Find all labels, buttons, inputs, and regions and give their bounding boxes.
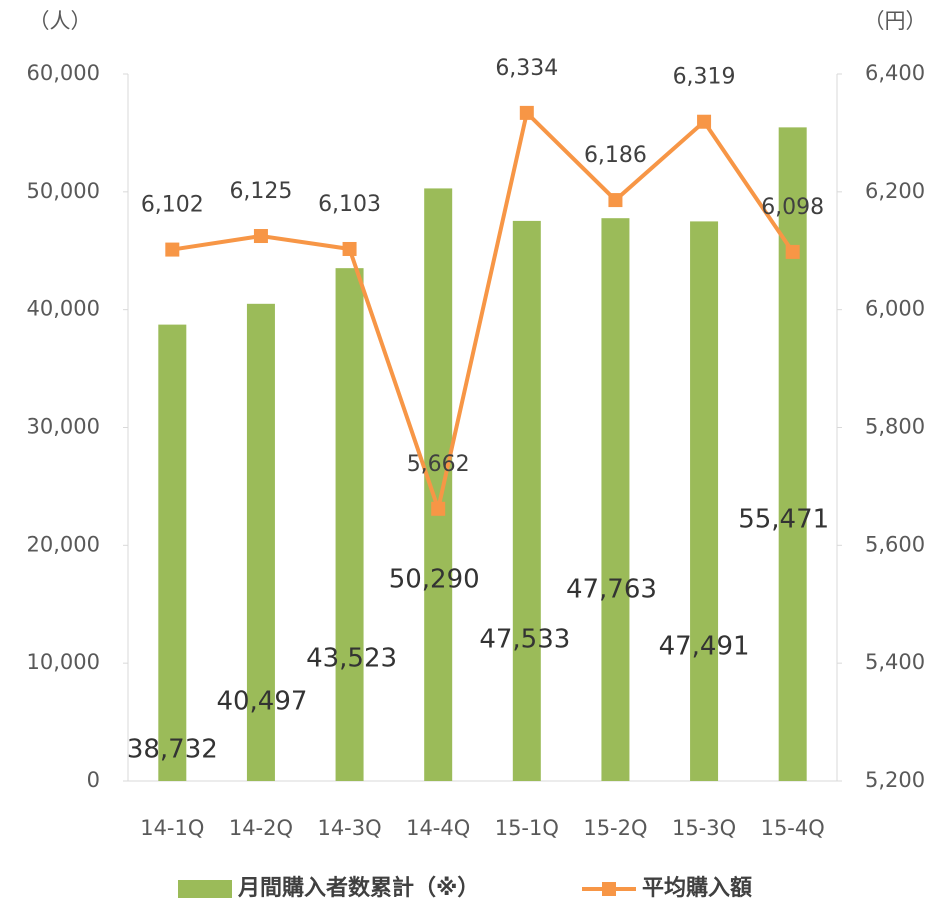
line-label: 5,662 xyxy=(407,452,470,477)
legend-label: 月間購入者数累計（※） xyxy=(237,875,479,901)
line-label: 6,334 xyxy=(495,56,558,81)
y-tick-label: 40,000 xyxy=(27,297,100,321)
bar xyxy=(158,324,187,781)
legend-swatch xyxy=(178,880,232,898)
line-label: 6,098 xyxy=(761,195,824,220)
bar-label: 50,290 xyxy=(389,565,480,595)
bar-label: 43,523 xyxy=(306,644,397,674)
bar-label: 47,491 xyxy=(659,632,750,662)
y-tick-label: 20,000 xyxy=(27,532,100,556)
bar xyxy=(778,127,807,782)
bar xyxy=(512,220,541,781)
line-marker xyxy=(697,114,712,129)
line-marker xyxy=(165,242,180,257)
bar-label: 55,471 xyxy=(738,505,829,535)
bar xyxy=(601,218,630,782)
y2-unit: （円） xyxy=(864,9,927,33)
y2-tick-label: 6,200 xyxy=(865,179,925,203)
y-unit: （人） xyxy=(29,9,92,33)
x-tick-label: 14-3Q xyxy=(317,816,381,840)
bar xyxy=(690,221,719,782)
line-label: 6,186 xyxy=(584,143,647,168)
legend-swatch xyxy=(602,882,616,896)
x-tick-label: 14-2Q xyxy=(229,816,293,840)
bar xyxy=(335,268,364,781)
y2-tick-label: 5,400 xyxy=(865,650,925,674)
y2-tick-label: 6,400 xyxy=(865,61,925,85)
line-label: 6,319 xyxy=(673,65,736,90)
line-marker xyxy=(519,105,534,120)
y-tick-label: 0 xyxy=(87,768,100,792)
x-tick-label: 15-4Q xyxy=(761,816,825,840)
line-marker xyxy=(253,229,268,244)
bar-label: 47,533 xyxy=(479,625,570,655)
legend-label: 平均購入額 xyxy=(642,875,752,901)
line-label: 6,125 xyxy=(229,179,292,204)
line-marker xyxy=(342,241,357,256)
bar-label: 47,763 xyxy=(566,575,657,605)
x-tick-label: 15-3Q xyxy=(672,816,736,840)
line-marker xyxy=(608,193,623,208)
x-tick-label: 15-1Q xyxy=(495,816,559,840)
y-tick-label: 10,000 xyxy=(27,650,100,674)
line-label: 6,103 xyxy=(318,192,381,217)
x-tick-label: 14-1Q xyxy=(140,816,204,840)
y2-tick-label: 5,200 xyxy=(865,768,925,792)
bar-label: 38,732 xyxy=(127,735,218,765)
x-tick-label: 14-4Q xyxy=(406,816,470,840)
y2-tick-label: 5,600 xyxy=(865,532,925,556)
bar xyxy=(246,303,275,781)
y2-tick-label: 6,000 xyxy=(865,297,925,321)
line-marker xyxy=(431,501,446,516)
line-label: 6,102 xyxy=(141,193,204,218)
line-marker xyxy=(785,244,800,259)
y-tick-label: 50,000 xyxy=(27,179,100,203)
y2-tick-label: 5,800 xyxy=(865,415,925,439)
line xyxy=(172,108,795,517)
x-tick-label: 15-2Q xyxy=(583,816,647,840)
bar-label: 40,497 xyxy=(216,687,307,717)
y-tick-label: 60,000 xyxy=(27,61,100,85)
y-tick-label: 30,000 xyxy=(27,415,100,439)
